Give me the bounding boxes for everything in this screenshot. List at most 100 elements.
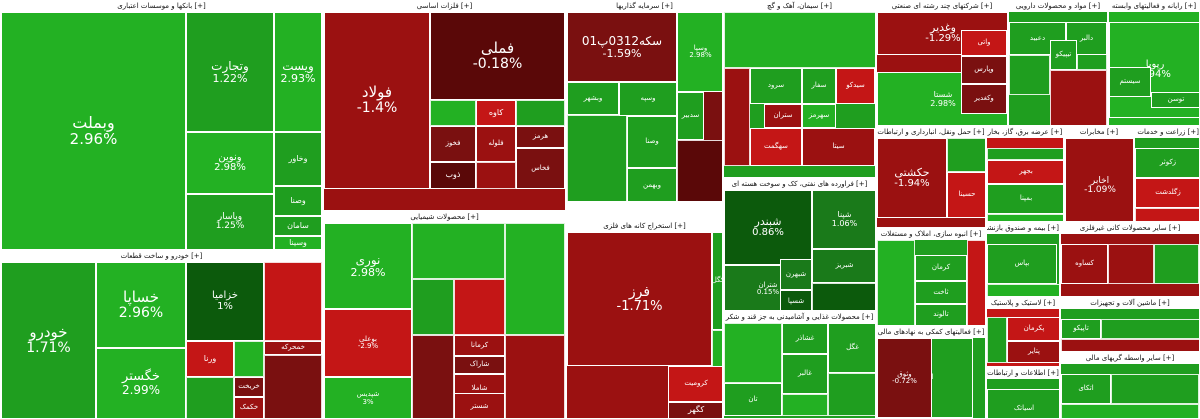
sector-9[interactable]: [+] شرکتهای چند رشته ای صنعتی وغدیر -1.29%… — [876, 0, 1008, 126]
sector-10[interactable]: [+] حمل ونقل، انبارداری و ارتباطات حکشتی -… — [876, 126, 986, 228]
stock-tile[interactable]: وتجارت 1.22% — [186, 12, 274, 132]
sector-title[interactable]: [+] رایانه و فعالیتهای وابسته — [1109, 1, 1199, 12]
stock-tile[interactable]: سیدکو — [836, 68, 875, 104]
sector-7[interactable]: [+] فراورده های نفتی، کک و سوخت هسته ای ش… — [723, 178, 876, 311]
stock-tile[interactable]: شبندر 0.86% — [724, 190, 812, 265]
stock-tile[interactable]: کرومیت — [668, 366, 722, 402]
stock-tile[interactable]: بوعلی -2.9% — [324, 309, 412, 377]
sector-4[interactable]: [+] سرمایه گذاریها سکه0312پ01 -1.59% وسپه وس… — [566, 0, 723, 202]
stock-tile[interactable]: واتی — [961, 30, 1007, 56]
stock-tile[interactable]: بجهر — [987, 160, 1063, 184]
stock-tile[interactable]: سدبیر — [677, 92, 704, 140]
stock-tile[interactable]: ثاخت — [915, 281, 967, 304]
stock-tile[interactable]: فملی -0.18% — [430, 12, 565, 100]
sector-title[interactable]: [+] زراعت و خدمات وابسته — [1135, 127, 1199, 138]
stock-tile[interactable]: ویست 2.93% — [274, 12, 322, 132]
stock-tile[interactable]: خریخت — [234, 377, 264, 397]
stock-tile[interactable]: خگستر 2.99% — [96, 348, 186, 418]
sector-21[interactable]: [+] اطلاعات و ارتباطات اسیاتک — [986, 367, 1060, 419]
sector-title[interactable]: [+] سایر واسطه گریهای مالی — [1061, 353, 1199, 364]
stock-tile[interactable]: سکه0312پ01 -1.59% — [567, 12, 677, 82]
stock-tile[interactable]: شبریز — [812, 249, 875, 283]
stock-tile[interactable]: تالوند — [915, 304, 967, 325]
stock-tile[interactable]: پکرمان — [1007, 317, 1059, 341]
stock-tile[interactable]: ستران — [764, 104, 802, 128]
sector-2[interactable]: [+] فلزات اساسی فولاد -1.4% فملی -0.18% کاوه ف… — [323, 0, 566, 211]
sector-title[interactable]: [+] عرضه برق، گاز، بخار — [987, 127, 1063, 138]
sector-title[interactable]: [+] ماشین آلات و تجهیزات — [1061, 298, 1199, 309]
stock-tile[interactable]: شستر — [454, 393, 505, 418]
stock-tile[interactable]: فلوله — [476, 126, 516, 162]
stock-tile[interactable]: وبملت 2.96% — [1, 12, 186, 249]
sector-22[interactable]: [+] سایر واسطه گریهای مالی اتکای — [1060, 352, 1200, 419]
sector-8[interactable]: [+] محصولات غذایی و آشامیدنی به جز قند و… — [723, 311, 876, 419]
stock-tile[interactable]: خمحرکه — [264, 341, 322, 355]
stock-tile[interactable]: وخاور — [274, 132, 322, 186]
stock-tile[interactable]: کگهر — [668, 402, 722, 418]
sector-11[interactable]: [+] انبوه سازی، املاک و مستغلات کرمان ثاخت… — [876, 228, 986, 326]
stock-tile[interactable]: کرمان — [915, 255, 967, 281]
stock-tile[interactable]: تان — [724, 383, 782, 416]
sector-19[interactable]: [+] لاستیک و پلاستیک پکرمان پتایر — [986, 297, 1060, 367]
stock-tile[interactable]: غالبر — [782, 354, 828, 394]
stock-tile[interactable]: شپنا 1.06% — [812, 190, 875, 249]
sector-15[interactable]: [+] عرضه برق، گاز، بخار بجهر بمپنا — [986, 126, 1064, 222]
stock-tile[interactable]: خزامیا 1% — [186, 262, 264, 341]
sector-20[interactable]: [+] ماشین آلات و تجهیزات تاپیکو — [1060, 297, 1200, 352]
stock-tile[interactable]: وسپه — [619, 82, 677, 116]
sector-title[interactable]: [+] لاستیک و پلاستیک — [987, 298, 1059, 309]
stock-tile[interactable]: فولاد -1.4% — [324, 12, 430, 189]
stock-tile[interactable]: فرز -1.71% — [567, 232, 712, 366]
stock-tile[interactable]: ذوب — [430, 162, 476, 189]
stock-tile[interactable]: سیتا — [802, 128, 875, 166]
stock-tile[interactable]: بمپنا — [987, 184, 1063, 214]
sector-title[interactable]: [+] سیمان، آهک و گچ — [724, 1, 875, 12]
stock-tile[interactable]: وثوق -0.72% — [877, 338, 932, 418]
stock-tile[interactable]: تیپیکو — [1050, 40, 1077, 70]
stock-tile[interactable]: شبهرن — [780, 259, 812, 290]
stock-tile[interactable]: وبشهر — [567, 82, 619, 115]
stock-tile[interactable]: کگل — [712, 232, 722, 330]
stock-tile[interactable]: وصنا — [274, 186, 322, 216]
sector-18[interactable]: [+] سایر محصولات کانی غیرفلزی کساوه — [1060, 222, 1200, 297]
sector-title[interactable]: [+] بانکها و موسسات اعتباری — [1, 1, 322, 12]
sector-title[interactable]: [+] سرمایه گذاریها — [567, 1, 722, 12]
stock-tile[interactable]: زگلدشت — [1135, 178, 1199, 208]
stock-tile[interactable]: ورنا — [186, 341, 234, 377]
stock-tile[interactable]: وصنا — [627, 116, 677, 168]
stock-tile[interactable]: کاوه — [476, 100, 516, 126]
stock-tile[interactable]: سامان — [274, 216, 322, 236]
stock-tile[interactable]: اخابر -1.09% — [1065, 138, 1133, 221]
stock-tile[interactable]: بپاس — [987, 244, 1057, 284]
stock-tile[interactable]: سهگمت — [750, 128, 802, 166]
stock-tile[interactable]: سهرمز — [802, 104, 836, 128]
sector-14[interactable]: [+] رایانه و فعالیتهای وابسته رپویا 2.94% س… — [1108, 0, 1200, 126]
stock-tile[interactable]: غگل — [828, 323, 875, 373]
stock-tile[interactable]: غشاذر — [782, 323, 828, 354]
sector-17[interactable]: [+] زراعت و خدمات وابسته زکوثر زگلدشت — [1134, 126, 1200, 222]
stock-tile[interactable]: کساوه — [1061, 244, 1108, 284]
sector-0[interactable]: [+] بانکها و موسسات اعتباری وبملت 2.96% وتج… — [0, 0, 323, 250]
sector-title[interactable]: [+] مواد و محصولات دارویی — [1009, 1, 1107, 12]
stock-tile[interactable]: اسیاتک — [987, 389, 1059, 418]
sector-title[interactable]: [+] شرکتهای چند رشته ای صنعتی — [877, 1, 1007, 12]
stock-tile[interactable]: حکشتی -1.94% — [877, 138, 947, 218]
stock-tile[interactable]: شسپا — [780, 290, 812, 310]
sector-title[interactable]: [+] سایر محصولات کانی غیرفلزی — [1061, 223, 1199, 234]
stock-tile[interactable]: وپارس — [961, 56, 1007, 84]
sector-title[interactable]: [+] فلزات اساسی — [324, 1, 565, 12]
stock-tile[interactable]: ونوین 2.98% — [186, 132, 274, 194]
sector-16[interactable]: [+] مخابرات اخابر -1.09% — [1064, 126, 1134, 222]
stock-tile[interactable]: سیستم — [1109, 67, 1151, 97]
sector-6[interactable]: [+] سیمان، آهک و گچ سرود سفار سیدکو سهرمز ستر… — [723, 0, 876, 178]
stock-tile[interactable]: سرود — [750, 68, 802, 104]
stock-tile[interactable]: خکمک — [234, 397, 264, 418]
stock-tile[interactable]: کرمانا — [454, 335, 505, 356]
sector-title[interactable]: [+] اطلاعات و ارتباطات — [987, 368, 1059, 379]
stock-tile[interactable]: پتایر — [1007, 341, 1059, 363]
stock-tile[interactable]: هرمز — [516, 126, 565, 148]
sector-12[interactable]: [+] فعالیتهای کمکی به نهادهای مالیانرژیو… — [876, 326, 986, 419]
sector-13[interactable]: [+] مواد و محصولات دارویی دعبید دالبر تیپیک… — [1008, 0, 1108, 126]
stock-tile[interactable]: اتکای — [1061, 374, 1111, 404]
sector-title[interactable]: [+] انبوه سازی، املاک و مستغلات — [877, 229, 985, 240]
